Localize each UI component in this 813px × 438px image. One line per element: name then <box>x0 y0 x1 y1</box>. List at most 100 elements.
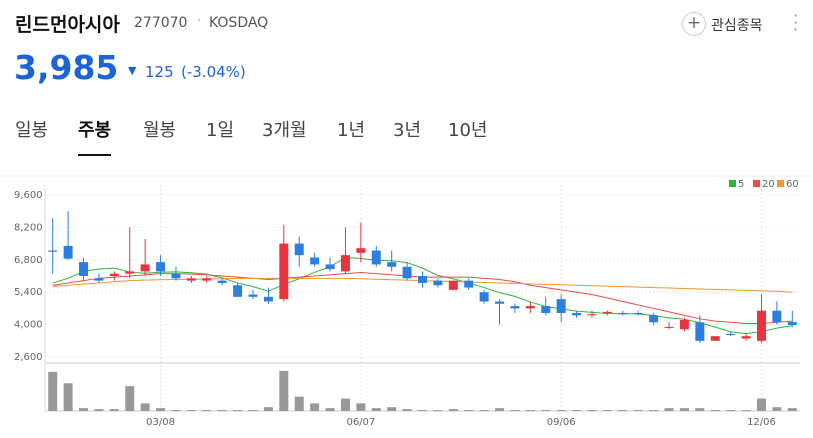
candle-body <box>356 248 366 253</box>
volume-bar <box>125 386 135 411</box>
volume-bar <box>433 410 443 411</box>
x-tick-label: 06/07 <box>346 417 375 428</box>
price: 3,985 <box>14 48 119 87</box>
volume-bar <box>371 408 381 411</box>
candle-body <box>63 245 73 259</box>
tab[interactable]: 1년 <box>337 120 366 141</box>
volume-bar <box>156 408 166 411</box>
tab[interactable]: 주봉 <box>78 116 112 156</box>
legend-swatch <box>777 180 784 187</box>
candle-body <box>618 313 628 315</box>
candle-body <box>371 250 381 265</box>
volume-bar <box>325 408 335 411</box>
tab[interactable]: 1일 <box>206 120 235 141</box>
volume-bar <box>772 407 782 411</box>
change: 125 <box>145 63 174 81</box>
candle-body <box>479 292 489 302</box>
candle-body <box>649 315 659 323</box>
candle-body <box>294 243 304 256</box>
volume-bar <box>495 408 505 411</box>
candle-body <box>448 280 458 290</box>
volume-bar <box>248 410 258 411</box>
market: KOSDAQ <box>209 15 269 31</box>
volume-bar <box>695 408 705 411</box>
tab[interactable]: 월봉 <box>143 120 177 141</box>
volume-bar <box>263 407 273 411</box>
tab[interactable]: 3년 <box>393 120 422 141</box>
candle-body <box>433 280 443 286</box>
volume-bar <box>448 409 458 411</box>
volume-bar <box>649 410 659 411</box>
watch-icon[interactable]: + <box>682 12 706 36</box>
y-tick-label: 4,000 <box>14 320 43 331</box>
candle-body <box>125 271 135 274</box>
volume-bar <box>109 409 119 411</box>
volume-bar <box>541 410 551 411</box>
volume-bar <box>618 410 628 411</box>
y-tick-label: 6,800 <box>14 255 43 266</box>
volume-bar <box>741 410 751 411</box>
candle-body <box>464 280 474 288</box>
volume-bar <box>217 410 227 411</box>
y-tick-label: 8,200 <box>14 222 43 233</box>
volume-bar <box>387 407 397 411</box>
tab[interactable]: 일봉 <box>15 120 49 141</box>
volume-bar <box>233 410 243 411</box>
x-tick-label: 03/08 <box>146 417 175 428</box>
candle-body <box>186 278 196 281</box>
candle-body <box>248 294 258 297</box>
legend-label: 60 <box>786 179 799 190</box>
y-tick-label: 9,600 <box>14 190 43 201</box>
candle-body <box>726 333 736 336</box>
candle-body <box>541 306 551 314</box>
candle-body <box>679 319 689 330</box>
legend-label: 20 <box>762 179 775 190</box>
stock-code: 277070 <box>134 15 188 31</box>
candle-body <box>510 306 520 309</box>
volume-bar <box>186 410 196 411</box>
candle-body <box>602 311 612 314</box>
candle-body <box>695 322 705 341</box>
candle-body <box>79 262 89 276</box>
volume-bar <box>340 398 350 411</box>
x-tick-label: 09/06 <box>547 417 576 428</box>
candle-body <box>94 278 104 281</box>
volume-bar <box>202 410 212 411</box>
y-tick-label: 2,600 <box>14 352 43 363</box>
volume-bar <box>525 410 535 411</box>
tab[interactable]: 3개월 <box>262 120 307 141</box>
volume-bar <box>356 403 366 411</box>
volume-bar <box>572 410 582 411</box>
candle-body <box>710 336 720 341</box>
candle-body <box>279 243 289 300</box>
volume-bar <box>587 410 597 411</box>
volume-bar <box>140 403 150 411</box>
candle-body <box>263 296 273 302</box>
candle-body <box>633 313 643 315</box>
tab[interactable]: 10년 <box>448 120 488 141</box>
candle-body <box>310 257 320 265</box>
candle-body <box>572 313 582 316</box>
candle-body <box>140 264 150 272</box>
y-tick-label: 5,400 <box>14 287 43 298</box>
candle-body <box>756 310 766 341</box>
volume-bar <box>602 410 612 411</box>
volume-bar <box>402 409 412 411</box>
candle-body <box>340 255 350 272</box>
watch-button[interactable]: 관심종목 <box>711 18 763 34</box>
stock-name: 린드먼아시아 <box>15 14 120 36</box>
candle-body <box>495 301 505 304</box>
change-pct: (-3.04%) <box>181 63 246 81</box>
volume-bar <box>63 383 73 411</box>
candle-body <box>556 299 566 314</box>
volume-bar <box>464 410 474 411</box>
candle-body <box>402 266 412 279</box>
volume-bar <box>171 410 181 411</box>
candle-body <box>48 250 58 252</box>
volume-bar <box>756 398 766 411</box>
down-arrow: ▼ <box>128 64 137 77</box>
more-menu[interactable]: · · · <box>793 6 799 39</box>
volume-bar <box>679 408 689 411</box>
